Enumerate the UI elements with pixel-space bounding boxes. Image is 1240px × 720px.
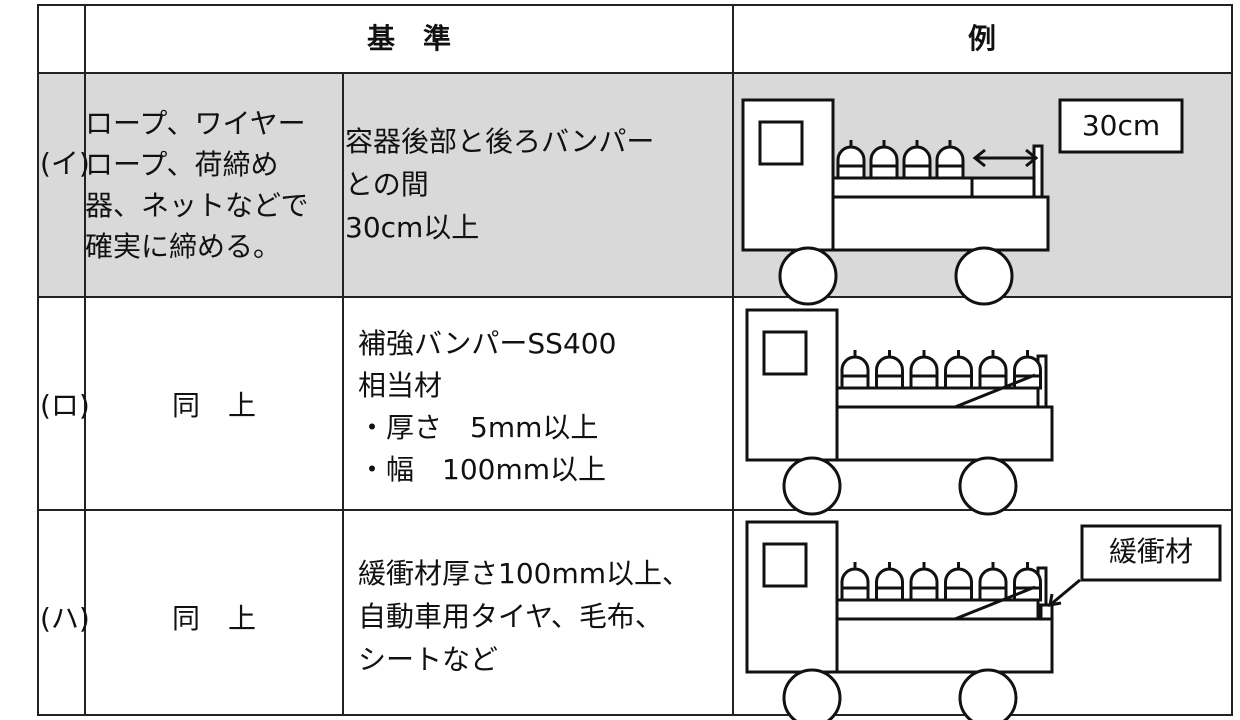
truck-illustration: 30cm — [741, 98, 1184, 306]
brace-bar — [954, 373, 1036, 409]
wheel — [954, 246, 1014, 306]
truck-bed — [831, 195, 1050, 252]
truck-bed — [835, 617, 1054, 674]
wheel — [778, 246, 838, 306]
method-line: ロープ、荷締め — [85, 148, 278, 181]
method-line: ロープ、ワイヤー — [85, 107, 306, 140]
cargo-deck — [835, 386, 1042, 409]
header-criteria: 基 準 — [367, 22, 451, 55]
standard-line: 緩衝材厚さ100mm以上、 — [358, 557, 690, 590]
example-note: 緩衝材 — [1109, 535, 1193, 568]
gas-cylinder — [944, 562, 973, 602]
gas-cylinder — [869, 140, 899, 180]
method-line: 確実に締める。 — [85, 230, 281, 263]
gas-cylinder — [944, 350, 973, 390]
standard-line: ・厚さ 5mm以上 — [358, 411, 598, 444]
standard-line: 30cm以上 — [345, 211, 479, 244]
brace-bar — [954, 585, 1036, 621]
cargo-deck — [831, 176, 1038, 199]
header-example: 例 — [968, 22, 996, 55]
standard-line: との間 — [345, 168, 429, 201]
gas-cylinder — [840, 350, 870, 390]
cargo-deck — [835, 598, 1042, 621]
wheel — [782, 456, 842, 516]
wheel — [782, 668, 842, 720]
row-label: (ロ) — [40, 389, 90, 422]
gas-cylinder — [909, 562, 939, 602]
truck-bed — [835, 405, 1054, 462]
truck-illustration: 緩衝材 — [745, 520, 1222, 720]
wheel — [958, 668, 1018, 720]
rear-post — [1032, 144, 1044, 199]
note-box — [1080, 524, 1222, 582]
gas-cylinder — [1013, 350, 1042, 390]
method-line: 同 上 — [172, 602, 256, 635]
wheel — [958, 456, 1018, 516]
note-arrow — [1048, 578, 1081, 607]
gas-cylinder — [836, 140, 866, 180]
gas-cylinder — [978, 562, 1008, 602]
standard-line: 自動車用タイヤ、毛布、 — [358, 600, 663, 633]
gas-cylinder — [875, 562, 904, 602]
cab-window — [762, 542, 808, 588]
distance-arrow — [972, 148, 1039, 168]
example-note: 30cm — [1082, 109, 1160, 142]
table-grid — [37, 4, 1233, 716]
row-label: (イ) — [40, 147, 90, 180]
gas-cylinder — [935, 140, 965, 180]
cushion — [1039, 603, 1054, 621]
standard-line: ・幅 100mm以上 — [358, 453, 606, 486]
gas-cylinder — [1013, 562, 1042, 602]
gas-cylinder — [978, 350, 1008, 390]
row-label: (ハ) — [40, 602, 90, 635]
standard-line: 補強バンパーSS400 — [358, 327, 616, 360]
method-line: 同 上 — [172, 389, 256, 422]
standard-line: 相当材 — [358, 369, 442, 402]
gas-cylinder — [902, 140, 932, 180]
cab-window — [762, 330, 808, 376]
gas-cylinder — [840, 562, 870, 602]
gas-cylinder — [909, 350, 939, 390]
truck-illustration — [745, 308, 1054, 516]
gas-cylinder — [875, 350, 904, 390]
cab-window — [758, 120, 804, 166]
note-box — [1058, 98, 1184, 154]
standard-line: 容器後部と後ろバンパー — [345, 125, 654, 158]
method-line: 器、ネットなどで — [85, 189, 308, 222]
standard-line: シートなど — [358, 643, 498, 676]
